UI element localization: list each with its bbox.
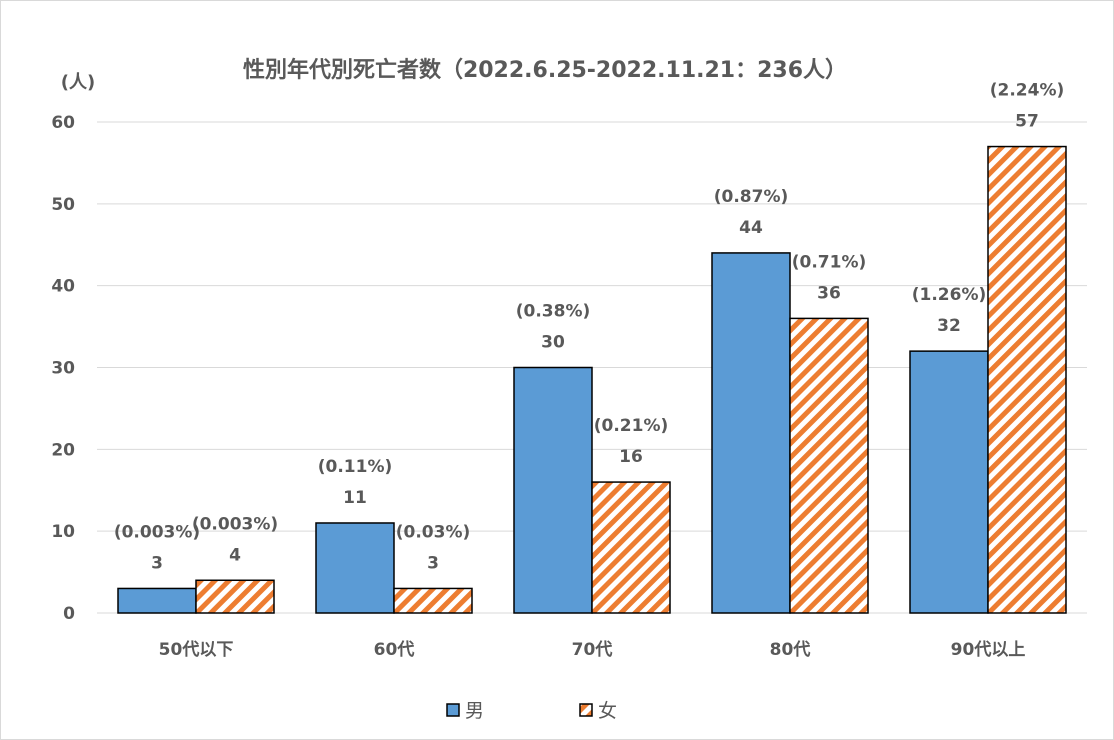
y-tick-label: 60 (51, 113, 75, 133)
x-tick-label: 50代以下 (159, 639, 234, 660)
bar-male (909, 350, 989, 614)
percent-label: (2.24%) (990, 81, 1065, 101)
value-label: 57 (1015, 112, 1039, 132)
bar-male (315, 522, 395, 614)
x-tick-label: 60代 (374, 639, 415, 660)
x-tick-label: 70代 (572, 639, 613, 660)
legend-swatch (579, 703, 593, 717)
bar-male (513, 366, 593, 614)
bar-male (711, 252, 791, 614)
percent-label: (0.21%) (594, 416, 669, 436)
bar-female (393, 587, 473, 614)
legend-label: 女 (598, 700, 617, 722)
chart-title: 性別年代別死亡者数（2022.6.25-2022.11.21：236人） (243, 57, 847, 83)
x-tick-label: 90代以上 (951, 639, 1026, 660)
percent-label: (0.71%) (792, 252, 867, 272)
value-label: 30 (541, 333, 565, 353)
y-tick-label: 0 (63, 604, 75, 624)
value-label: 3 (151, 553, 163, 573)
value-label: 11 (343, 488, 367, 508)
y-tick-label: 20 (51, 440, 75, 460)
percent-label: (0.87%) (714, 187, 789, 207)
value-label: 44 (739, 218, 763, 238)
value-label: 16 (619, 447, 643, 467)
bar-female (195, 579, 275, 614)
y-tick-label: 10 (51, 522, 75, 542)
percent-label: (0.003%) (114, 522, 200, 542)
bar-male (117, 587, 197, 614)
bar-female (987, 145, 1067, 614)
bar-female (789, 317, 869, 614)
x-tick-label: 80代 (770, 639, 811, 660)
percent-label: (0.03%) (396, 522, 471, 542)
percent-label: (0.38%) (516, 302, 591, 322)
bar-female (591, 481, 671, 614)
percent-label: (0.003%) (192, 514, 278, 534)
value-label: 32 (937, 316, 961, 336)
y-tick-label: 40 (51, 277, 75, 297)
y-tick-label: 50 (51, 195, 75, 215)
value-label: 4 (229, 545, 241, 565)
y-tick-label: 30 (51, 359, 75, 379)
legend-swatch (446, 703, 460, 717)
percent-label: (1.26%) (912, 285, 987, 305)
value-label: 3 (427, 553, 439, 573)
y-axis-label: (人) (61, 72, 95, 93)
value-label: 36 (817, 283, 841, 303)
percent-label: (0.11%) (318, 457, 393, 477)
legend-label: 男 (465, 700, 484, 722)
